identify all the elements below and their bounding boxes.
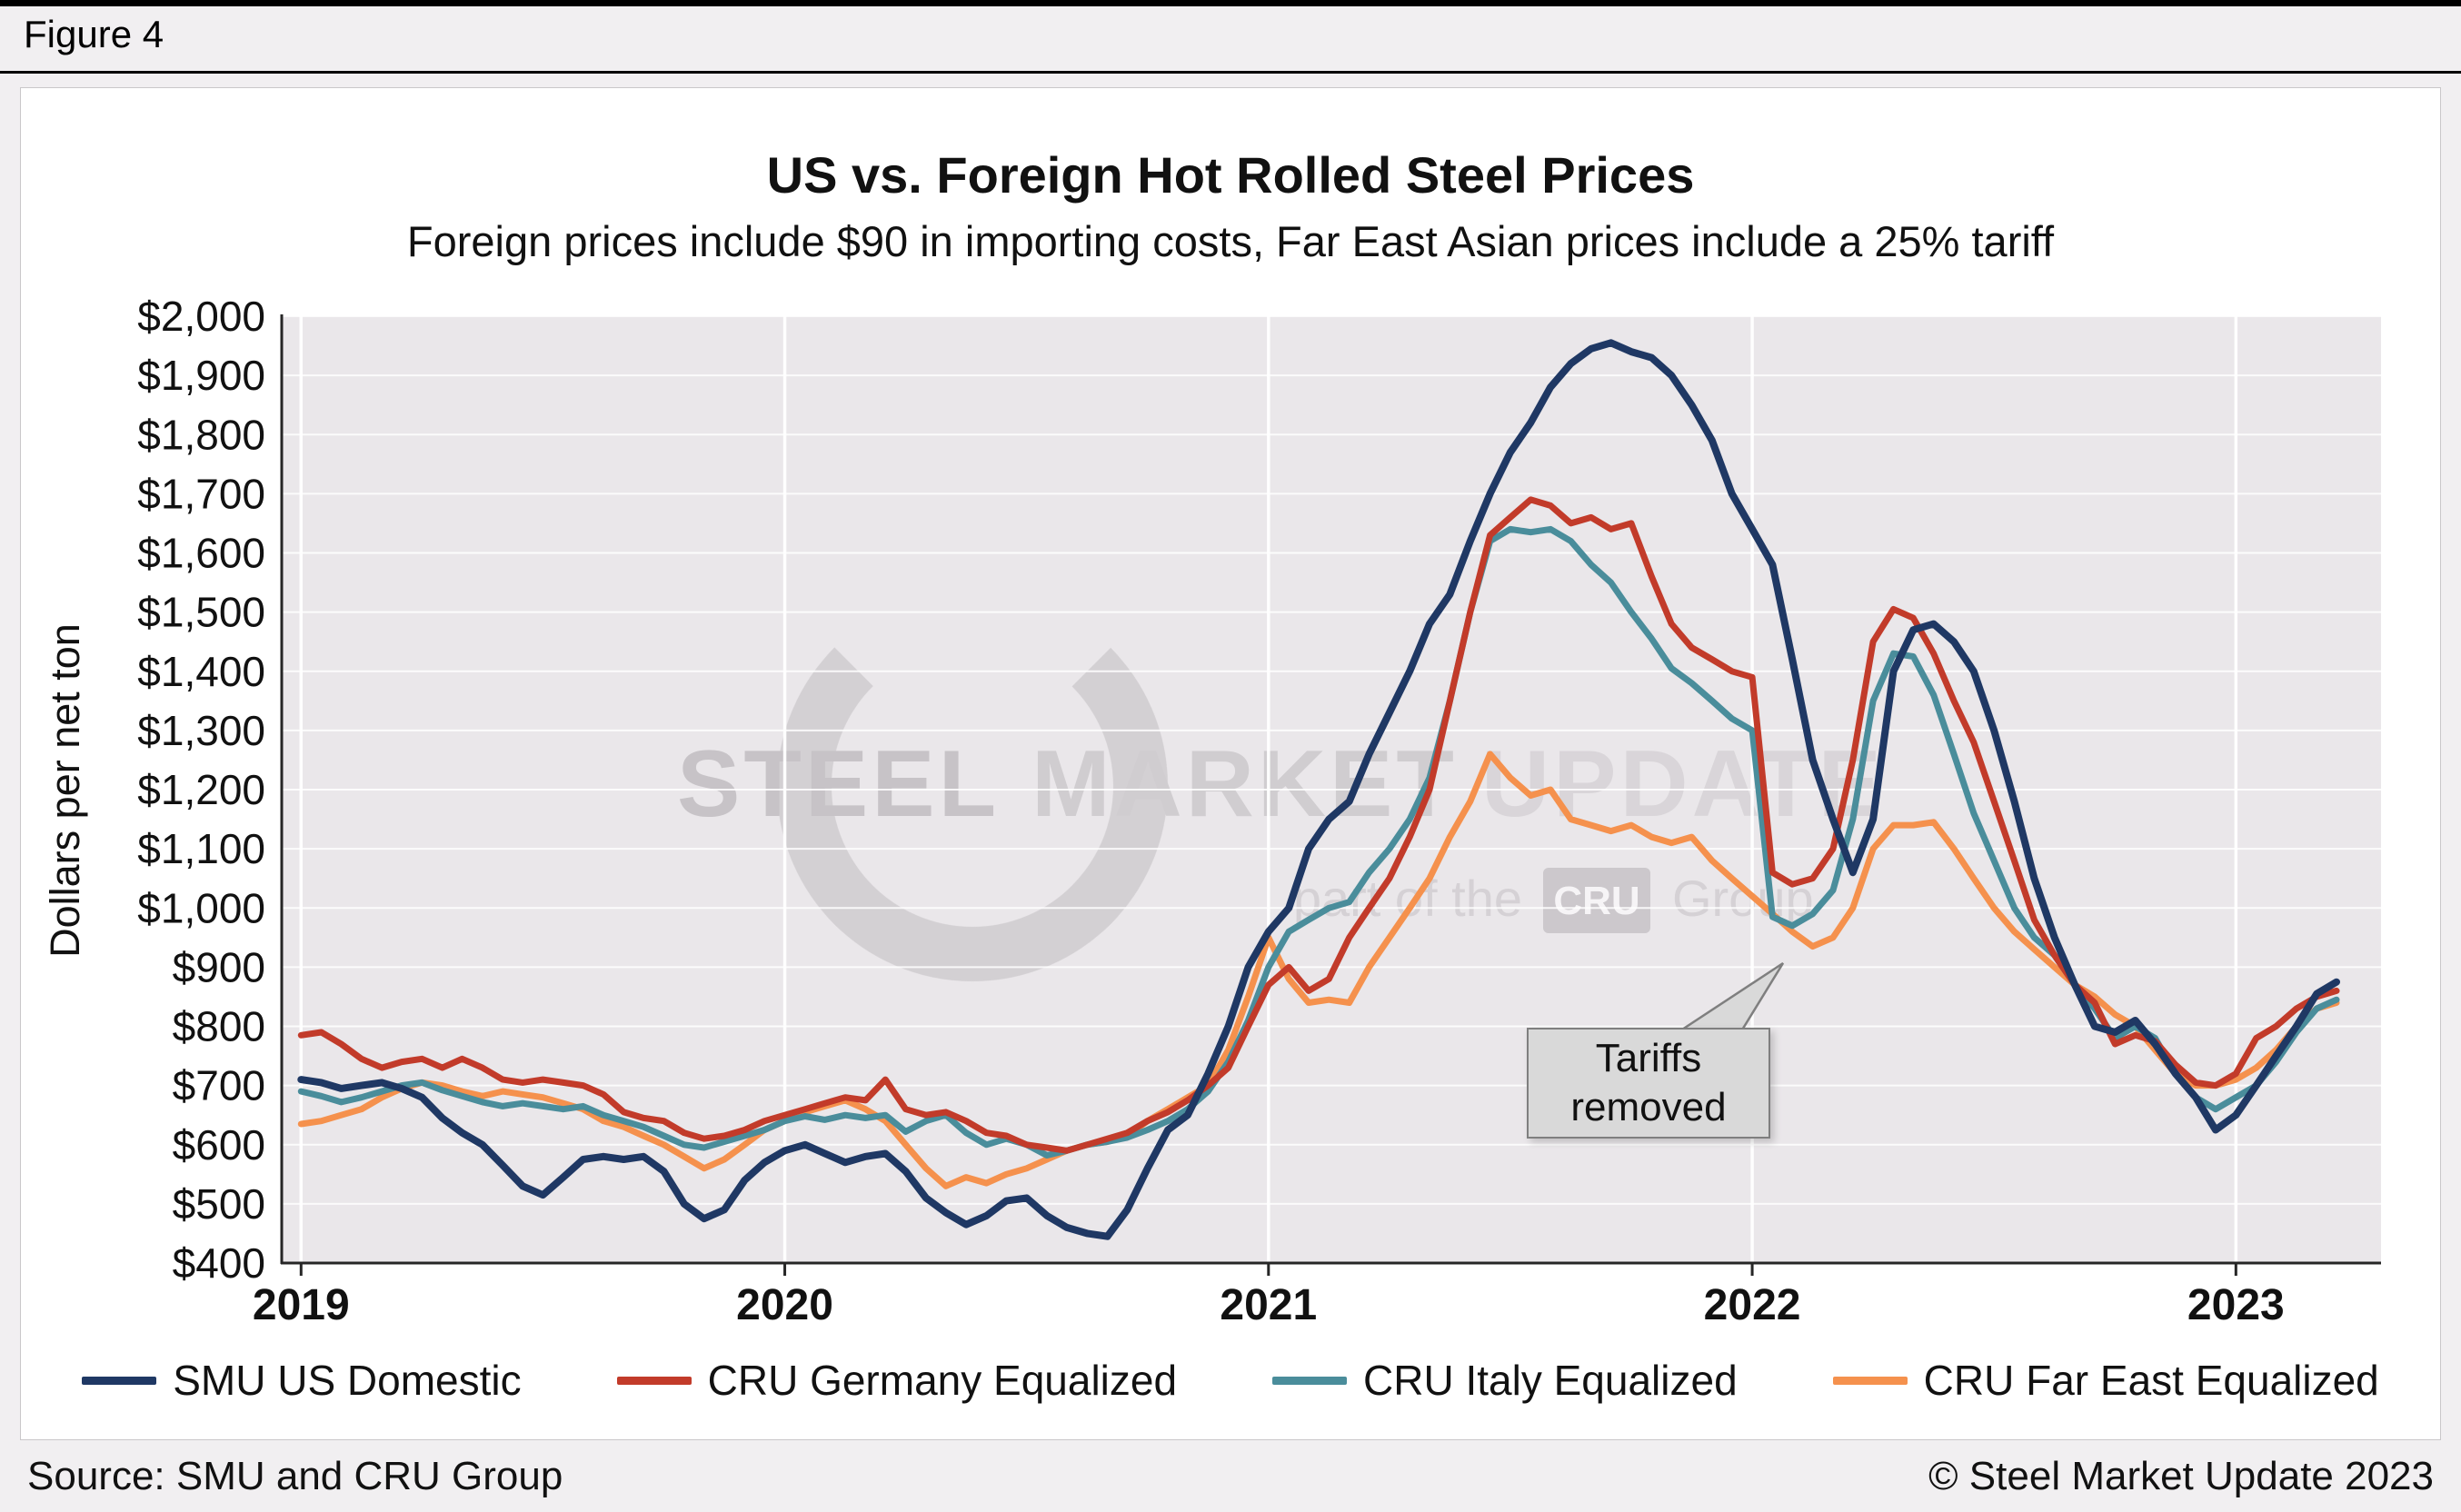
legend-label-italy: CRU Italy Equalized [1363, 1357, 1738, 1404]
header-divider [0, 71, 2461, 74]
chart-legend: SMU US Domestic CRU Germany Equalized CR… [0, 1356, 2461, 1405]
legend-item-far-east: CRU Far East Equalized [1832, 1356, 2379, 1405]
legend-swatch-italy [1272, 1376, 1348, 1385]
legend-item-italy: CRU Italy Equalized [1272, 1356, 1738, 1405]
legend-item-us-domestic: SMU US Domestic [82, 1356, 522, 1405]
tariffs-removed-callout: Tariffs removed [1527, 1028, 1770, 1139]
y-axis-title: Dollars per net ton [42, 623, 88, 958]
legend-label-germany: CRU Germany Equalized [707, 1357, 1178, 1404]
chart-title: US vs. Foreign Hot Rolled Steel Prices [766, 146, 1695, 204]
legend-swatch-us-domestic [82, 1376, 157, 1385]
legend-label-us-domestic: SMU US Domestic [173, 1357, 522, 1404]
legend-swatch-far-east [1832, 1376, 1908, 1385]
callout-text: Tariffs removed [1570, 1036, 1727, 1129]
copyright-note: © Steel Market Update 2023 [1928, 1454, 2434, 1498]
figure-label: Figure 4 [24, 13, 164, 55]
legend-swatch-germany [616, 1376, 692, 1385]
legend-label-far-east: CRU Far East Equalized [1923, 1357, 2379, 1404]
chart-subtitle: Foreign prices include $90 in importing … [406, 217, 2055, 265]
source-note: Source: SMU and CRU Group [27, 1454, 563, 1498]
top-border-bar [0, 0, 2461, 6]
legend-item-germany: CRU Germany Equalized [616, 1356, 1178, 1405]
chart-card [20, 87, 2441, 1440]
